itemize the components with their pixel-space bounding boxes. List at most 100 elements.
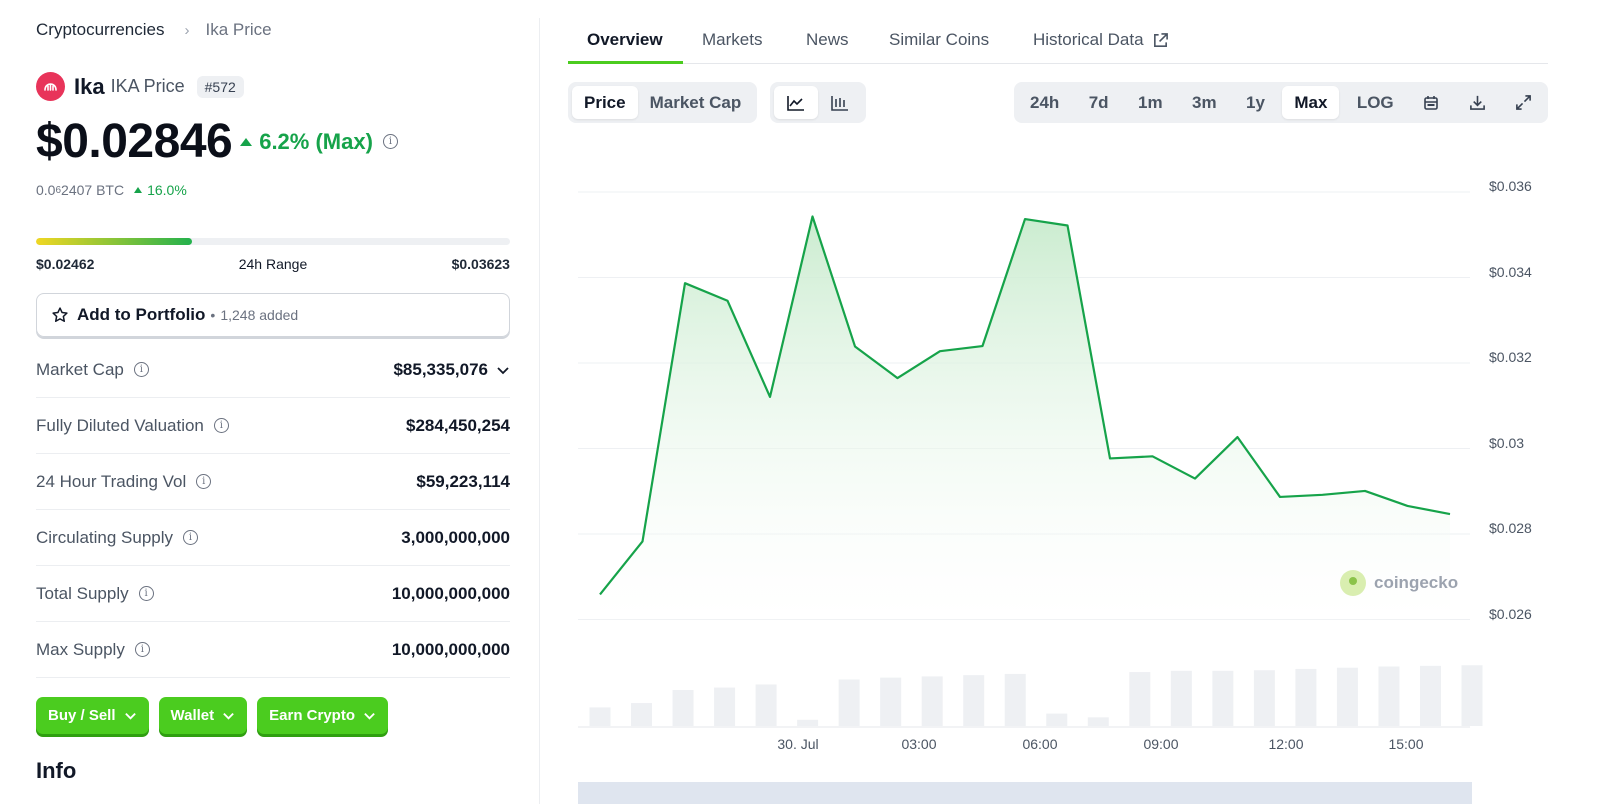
stat-value: 10,000,000,000 [391, 583, 510, 603]
x-tick-label: 03:00 [901, 736, 937, 752]
info-heading: Info [36, 758, 77, 783]
time-range-selector: 24h 7d 1m 3m 1y Max LOG [1014, 82, 1548, 123]
stat-row-total-supply: Total Supply i 10,000,000,000 [36, 566, 510, 622]
info-icon[interactable]: i [133, 362, 149, 377]
range-label: 24h Range [238, 256, 308, 272]
range-1y[interactable]: 1y [1245, 92, 1265, 112]
stat-label: 24 Hour Trading Vol [36, 471, 187, 491]
stat-label: Total Supply [36, 583, 129, 603]
range-3m[interactable]: 3m [1191, 92, 1217, 112]
volume-bar [1336, 667, 1358, 726]
stat-value-dropdown[interactable]: $85,335,076 [393, 360, 510, 380]
breadcrumb-cryptocurrencies[interactable]: Cryptocurrencies [36, 20, 165, 39]
x-tick-label: 12:00 [1268, 736, 1304, 752]
range-labels: $0.02462 24h Range $0.03623 [36, 256, 510, 272]
portfolio-separator: • [210, 307, 216, 323]
btc-price-prefix: 0.0 [36, 182, 56, 198]
panel-divider [539, 18, 540, 804]
btc-price-rest: 2407 BTC [61, 182, 125, 198]
volume-bar [1295, 668, 1317, 726]
volume-bar [880, 677, 902, 726]
info-icon[interactable]: i [183, 530, 199, 545]
stat-row-circulating-supply: Circulating Supply i 3,000,000,000 [36, 510, 510, 566]
add-to-portfolio-button[interactable]: Add to Portfolio • 1,248 added [36, 293, 510, 337]
price-chart-svg [578, 191, 1483, 728]
range-high: $0.03623 [451, 256, 510, 272]
tab-historical-data[interactable]: Historical Data [1033, 30, 1169, 50]
volume-bar [1004, 673, 1026, 726]
range-24h[interactable]: 24h [1030, 92, 1060, 112]
stat-value: $59,223,114 [416, 471, 510, 491]
price-change: 6.2% (Max) [240, 129, 373, 155]
wallet-button[interactable]: Wallet [158, 697, 248, 734]
range-1m[interactable]: 1m [1137, 92, 1163, 112]
chevron-down-icon [364, 712, 375, 720]
calendar-icon [1424, 95, 1438, 110]
info-icon[interactable]: i [196, 474, 212, 489]
coingecko-watermark: coingecko [1340, 570, 1458, 596]
chevron-down-icon [497, 366, 509, 374]
candlestick-chart-button[interactable] [818, 86, 862, 119]
watermark-text: coingecko [1374, 573, 1459, 592]
candlestick-icon [831, 95, 848, 111]
chevron-right-icon: › [184, 21, 190, 39]
volume-bar [838, 679, 860, 726]
price-area-fill [600, 216, 1450, 620]
coin-logo-icon [36, 72, 65, 101]
info-icon[interactable]: i [138, 586, 154, 601]
tab-historical-label: Historical Data [1033, 30, 1144, 49]
stat-label: Market Cap [36, 359, 124, 379]
coin-name: Ika [74, 73, 105, 99]
x-tick-label: 06:00 [1022, 736, 1058, 752]
price-chart[interactable]: $0.036 $0.034 $0.032 $0.03 $0.028 $0.026 30. … [578, 150, 1578, 800]
volume-bar [1129, 672, 1151, 726]
chevron-down-icon [223, 712, 234, 720]
tab-bar: Overview Markets News Similar Coins Hist… [568, 0, 1548, 64]
download-button[interactable] [1457, 86, 1498, 119]
chart-navigator[interactable] [578, 782, 1472, 804]
stat-row-max-supply: Max Supply i 10,000,000,000 [36, 622, 510, 678]
line-chart-icon [787, 95, 804, 111]
range-progress-bar [36, 238, 510, 245]
range-7d[interactable]: 7d [1088, 92, 1109, 112]
price-marketcap-toggle: Price Market Cap [568, 82, 758, 123]
volume-bar [797, 719, 819, 726]
date-picker-button[interactable] [1411, 86, 1451, 119]
expand-icon [1516, 95, 1531, 110]
buy-sell-button[interactable]: Buy / Sell [36, 697, 149, 734]
info-icon[interactable]: i [382, 134, 398, 149]
volume-bar [1378, 666, 1400, 726]
coingecko-logo-icon [1340, 570, 1366, 596]
tab-markets[interactable]: Markets [702, 30, 763, 49]
buy-sell-label: Buy / Sell [48, 707, 116, 724]
volume-bar [589, 707, 611, 726]
info-icon[interactable]: i [134, 642, 150, 657]
price-toggle[interactable]: Price [572, 86, 638, 119]
price-change-value: 6.2% (Max) [259, 128, 373, 154]
stat-value: 10,000,000,000 [391, 639, 510, 659]
coin-header: Ika IKA Price #572 [36, 72, 244, 101]
volume-bar [1253, 670, 1275, 726]
volume-bar [672, 690, 694, 726]
info-icon[interactable]: i [213, 418, 229, 433]
star-icon [52, 307, 68, 322]
range-progress-fill [36, 238, 193, 245]
volume-bar [921, 676, 943, 726]
breadcrumb: Cryptocurrencies › Ika Price [36, 20, 272, 40]
y-tick-label: $0.032 [1489, 349, 1532, 365]
earn-crypto-button[interactable]: Earn Crypto [257, 697, 389, 734]
volume-bar [963, 675, 985, 726]
tab-news[interactable]: News [806, 30, 849, 49]
volume-bar [1046, 713, 1068, 726]
market-cap-toggle[interactable]: Market Cap [649, 92, 742, 112]
line-chart-button[interactable] [774, 86, 818, 119]
rank-badge: #572 [196, 75, 244, 98]
stat-value: 3,000,000,000 [401, 527, 510, 547]
chart-type-toggle [770, 82, 866, 123]
log-scale-toggle[interactable]: LOG [1356, 92, 1394, 112]
coin-subtitle: IKA Price [110, 76, 185, 96]
fullscreen-button[interactable] [1503, 86, 1544, 119]
tab-similar-coins[interactable]: Similar Coins [889, 30, 990, 49]
tab-overview[interactable]: Overview [587, 30, 663, 49]
range-max[interactable]: Max [1282, 86, 1340, 119]
